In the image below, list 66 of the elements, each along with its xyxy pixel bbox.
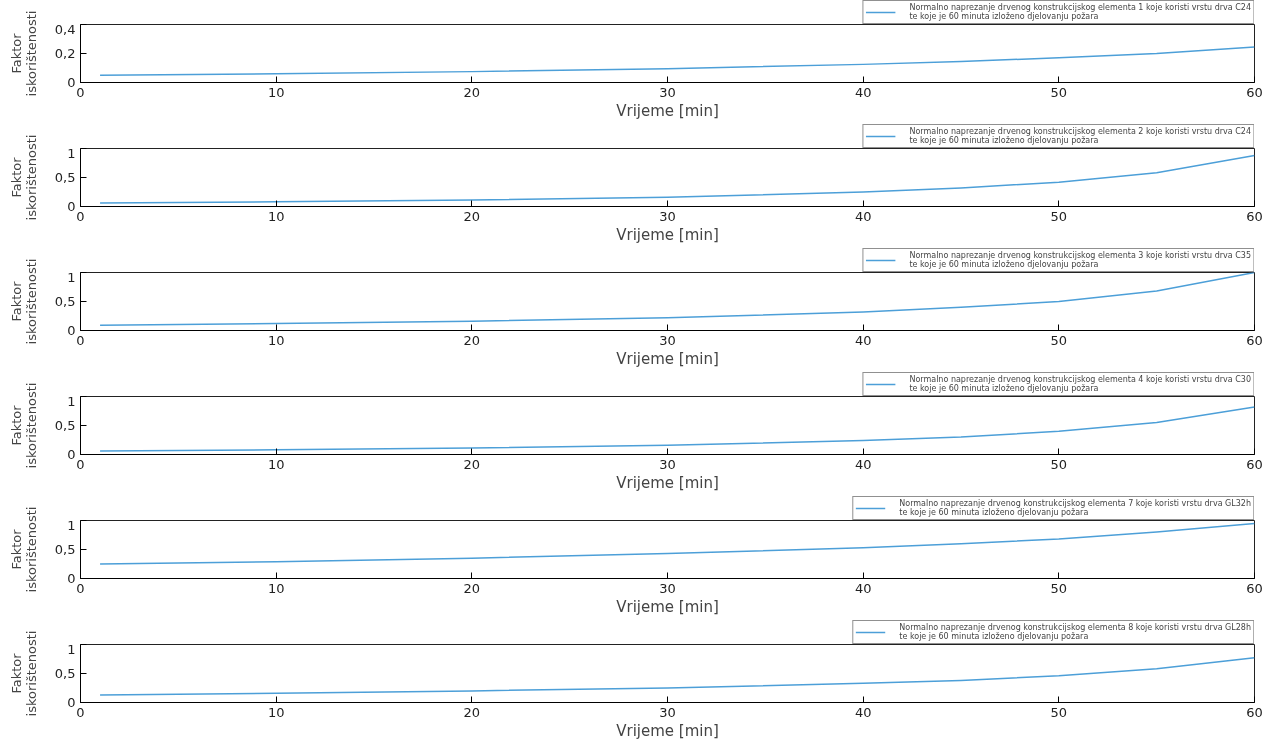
legend-label: Normalno naprezanje drvenog konstrukcijskog elementa 7 koje koristi vrstu drva GL32h te koje je 60 minuta izloženo djelovanju požara: [899, 499, 1251, 517]
x-tick-label: 10: [267, 580, 285, 596]
x-tick-label: 40: [854, 704, 872, 720]
x-tick-label: 30: [659, 332, 676, 348]
x-tick-label: 40: [854, 208, 872, 224]
x-tick-label: 10: [267, 704, 285, 720]
x-axis-title: Vrijeme [min]: [616, 721, 719, 740]
y-tick-label: 0,5: [54, 418, 76, 433]
y-axis-title: Faktor iskorištenosti: [8, 630, 39, 717]
x-tick-label: 10: [267, 208, 285, 224]
x-tick-label: 30: [659, 208, 676, 224]
x-tick-label: 30: [659, 84, 676, 100]
x-tick-label: 40: [854, 332, 872, 348]
y-tick-label: 0,5: [54, 170, 76, 185]
x-tick-label: 40: [854, 84, 872, 100]
x-tick-label: 20: [463, 84, 481, 100]
x-tick-label: 10: [267, 84, 285, 100]
legend-label: Normalno naprezanje drvenog konstrukcijskog elementa 4 koje koristi vrstu drva C30 te koje je 60 minuta izloženo djelovanju požara: [909, 375, 1251, 393]
x-tick-label: 50: [1050, 704, 1068, 720]
x-tick-label: 40: [854, 456, 872, 472]
legend-label: Normalno naprezanje drvenog konstrukcijskog elementa 1 koje koristi vrstu drva C24 te koje je 60 minuta izloženo djelovanju požara: [909, 3, 1251, 21]
x-tick-label: 60: [1246, 456, 1263, 472]
x-axis-title: Vrijeme [min]: [616, 101, 719, 120]
y-tick-label: 1: [67, 641, 76, 657]
y-tick-label: 1: [67, 145, 76, 161]
y-tick-label: 0,5: [54, 666, 76, 681]
y-tick-label: 1: [67, 269, 76, 285]
y-axis-title: Faktor iskorištenosti: [8, 134, 39, 221]
x-tick-label: 10: [267, 456, 285, 472]
y-axis-title: Faktor iskorištenosti: [8, 506, 39, 593]
x-tick-label: 20: [463, 456, 481, 472]
x-tick-label: 50: [1050, 456, 1068, 472]
x-axis-title: Vrijeme [min]: [616, 225, 719, 244]
x-axis-title: Vrijeme [min]: [616, 597, 719, 616]
y-tick-label: 1: [67, 517, 76, 533]
x-tick-label: 50: [1050, 208, 1068, 224]
y-axis-title: Faktor iskorištenosti: [8, 10, 39, 97]
x-tick-label: 20: [463, 704, 481, 720]
x-axis-title: Vrijeme [min]: [616, 349, 719, 368]
x-tick-label: 30: [659, 456, 676, 472]
x-tick-label: 60: [1246, 84, 1263, 100]
x-tick-label: 50: [1050, 84, 1068, 100]
y-axis-title: Faktor iskorištenosti: [8, 258, 39, 345]
x-axis-title: Vrijeme [min]: [616, 473, 719, 492]
x-tick-label: 30: [659, 704, 676, 720]
x-tick-label: 50: [1050, 332, 1068, 348]
x-tick-label: 60: [1246, 580, 1263, 596]
y-tick-label: 0,5: [54, 542, 76, 557]
y-axis-title: Faktor iskorištenosti: [8, 382, 39, 469]
x-tick-label: 50: [1050, 580, 1068, 596]
y-tick-label: 1: [67, 393, 76, 409]
y-tick-label: 0,2: [54, 46, 76, 61]
x-tick-label: 20: [463, 208, 481, 224]
x-tick-label: 60: [1246, 332, 1263, 348]
legend-label: Normalno naprezanje drvenog konstrukcijskog elementa 2 koje koristi vrstu drva C24 te koje je 60 minuta izloženo djelovanju požara: [909, 127, 1251, 145]
legend-label: Normalno naprezanje drvenog konstrukcijskog elementa 8 koje koristi vrstu drva GL28h te koje je 60 minuta izloženo djelovanju požara: [899, 623, 1251, 641]
x-tick-label: 10: [267, 332, 285, 348]
y-tick-label: 0,5: [54, 294, 76, 309]
x-tick-label: 60: [1246, 208, 1263, 224]
x-tick-label: 20: [463, 580, 481, 596]
x-tick-label: 40: [854, 580, 872, 596]
legend-label: Normalno naprezanje drvenog konstrukcijskog elementa 3 koje koristi vrstu drva C35 te koje je 60 minuta izloženo djelovanju požara: [909, 251, 1251, 269]
x-tick-label: 30: [659, 580, 676, 596]
y-tick-label: 0,4: [54, 21, 76, 37]
x-tick-label: 60: [1246, 704, 1263, 720]
x-tick-label: 20: [463, 332, 481, 348]
